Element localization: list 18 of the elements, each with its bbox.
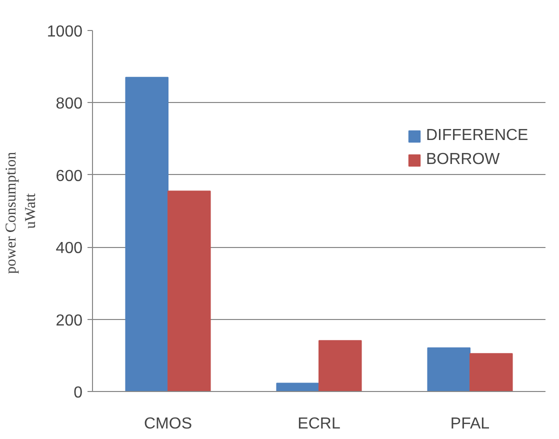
- bar: [276, 382, 320, 392]
- x-tick-label: PFAL: [450, 416, 490, 432]
- bar: [318, 340, 362, 392]
- legend-label: DIFFERENCE: [426, 127, 528, 145]
- y-tick-label: 600: [56, 168, 83, 185]
- legend-label: BORROW: [426, 151, 500, 169]
- bar: [470, 353, 513, 392]
- y-tick-label: 400: [56, 240, 83, 258]
- y-tick-label: 1000: [46, 24, 83, 40]
- y-axis-title: power Consumption uWatt: [4, 151, 39, 274]
- y-tick-label: 0: [74, 384, 83, 402]
- y-tick-label: 800: [56, 96, 83, 113]
- y-tick-label: 200: [56, 312, 83, 330]
- x-tick-label: ECRL: [298, 416, 340, 432]
- x-tick-label: CMOS: [144, 416, 192, 432]
- bar: [125, 76, 168, 392]
- bar: [427, 347, 470, 392]
- bar: [168, 190, 211, 392]
